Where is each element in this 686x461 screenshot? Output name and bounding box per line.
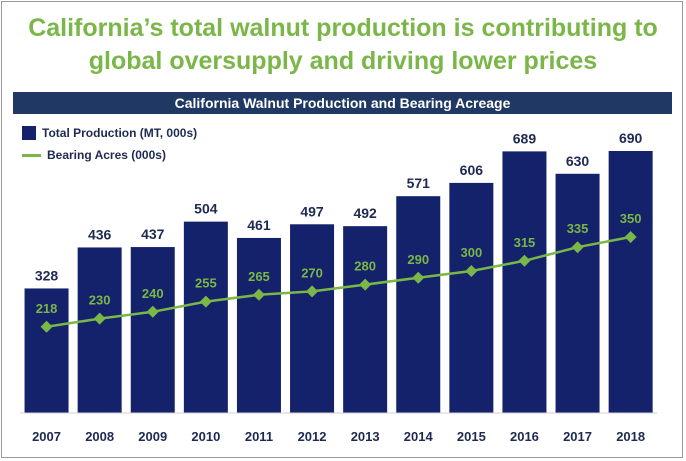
- legend-acres-label: Bearing Acres (000s): [47, 148, 166, 162]
- acres-marker-2018: [624, 231, 637, 243]
- acres-marker-2013: [359, 278, 372, 291]
- bar-value-label-2007: 328: [35, 267, 59, 283]
- bar-2012: [290, 224, 335, 413]
- bar-2017: [555, 173, 600, 413]
- bar-value-label-2015: 606: [460, 162, 484, 178]
- legend-production: Total Production (MT, 000s): [22, 124, 197, 142]
- x-tick-label-2012: 2012: [298, 429, 327, 444]
- headline-line-2: global oversupply and driving lower pric…: [88, 47, 598, 75]
- acres-marker-2017: [571, 241, 584, 254]
- bar-value-label-2009: 437: [141, 226, 165, 242]
- headline-line-1: California’s total walnut production is …: [28, 14, 658, 42]
- bar-2018: [608, 151, 653, 413]
- acres-line: [46, 235, 631, 328]
- bar-value-label-2010: 504: [194, 201, 218, 217]
- x-tick-label-2010: 2010: [191, 429, 220, 444]
- acres-marker-2008: [93, 312, 106, 325]
- acres-value-label-2012: 270: [301, 265, 323, 280]
- x-tick-label-2017: 2017: [563, 429, 592, 444]
- chart-title: California Walnut Production and Bearing…: [13, 92, 672, 114]
- legend-acres-swatch: [22, 153, 41, 157]
- acres-value-label-2011: 265: [248, 269, 270, 284]
- acres-value-label-2014: 290: [407, 252, 429, 267]
- legend-production-label: Total Production (MT, 000s): [42, 126, 198, 140]
- bar-2008: [77, 247, 122, 413]
- bar-value-label-2018: 690: [619, 130, 643, 146]
- bar-value-label-2013: 492: [353, 205, 377, 221]
- legend-acres: Bearing Acres (000s): [22, 146, 166, 164]
- x-tick-label-2016: 2016: [510, 429, 539, 444]
- bar-2016: [502, 151, 547, 414]
- bar-value-label-2008: 436: [88, 226, 112, 242]
- bar-2007: [24, 288, 69, 413]
- bar-2014: [396, 196, 441, 413]
- x-tick-label-2014: 2014: [404, 429, 434, 444]
- acres-value-label-2009: 240: [142, 286, 164, 301]
- acres-marker-2016: [518, 254, 531, 267]
- acres-value-label-2016: 315: [514, 235, 536, 250]
- x-tick-label-2009: 2009: [138, 429, 167, 444]
- bar-2010: [183, 221, 228, 413]
- acres-value-label-2007: 218: [36, 301, 58, 316]
- acres-marker-2014: [412, 271, 425, 284]
- x-tick-label-2015: 2015: [457, 429, 486, 444]
- x-tick-label-2013: 2013: [351, 429, 380, 444]
- bar-2013: [343, 226, 388, 413]
- acres-value-label-2010: 255: [195, 276, 217, 291]
- acres-marker-2011: [252, 288, 265, 301]
- headline: California’s total walnut production is …: [0, 12, 686, 78]
- legend-production-swatch: [22, 126, 36, 140]
- acres-value-label-2008: 230: [89, 293, 111, 308]
- x-tick-label-2018: 2018: [616, 429, 645, 444]
- bar-value-label-2016: 689: [513, 130, 537, 146]
- x-tick-label-2008: 2008: [85, 429, 114, 444]
- acres-value-label-2013: 280: [354, 259, 376, 274]
- acres-marker-2015: [465, 265, 478, 277]
- bar-value-label-2017: 630: [566, 153, 590, 169]
- x-tick-label-2007: 2007: [32, 429, 61, 444]
- acres-marker-2010: [199, 295, 212, 308]
- acres-value-label-2017: 335: [567, 221, 589, 236]
- bar-2009: [130, 247, 175, 413]
- x-tick-label-2011: 2011: [245, 429, 273, 444]
- bar-value-label-2014: 571: [407, 175, 431, 191]
- acres-marker-2009: [146, 305, 159, 318]
- bar-2011: [236, 237, 281, 413]
- bar-value-label-2012: 497: [300, 203, 324, 219]
- acres-value-label-2015: 300: [460, 245, 482, 260]
- bar-value-label-2011: 461: [247, 217, 271, 233]
- acres-marker-2007: [40, 320, 53, 333]
- acres-marker-2012: [306, 285, 319, 298]
- bar-2015: [449, 182, 494, 413]
- acres-value-label-2018: 350: [620, 211, 642, 226]
